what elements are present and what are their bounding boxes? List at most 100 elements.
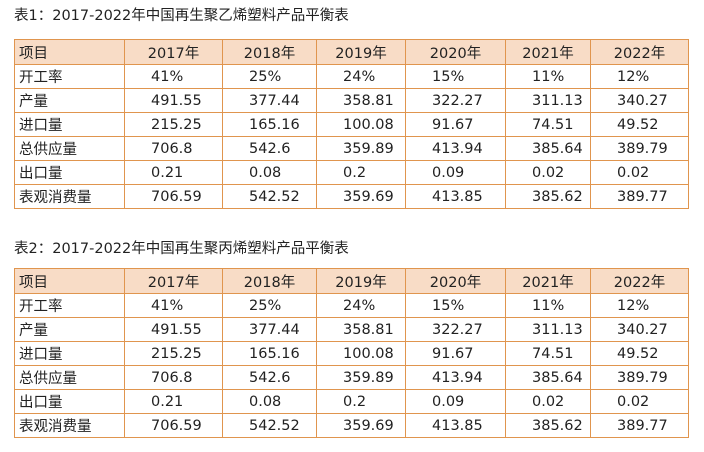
- value-cell: 12%: [590, 293, 689, 318]
- value-cell: 542.52: [222, 413, 317, 438]
- value-cell: 74.51: [505, 112, 591, 137]
- value-cell: 385.64: [505, 365, 591, 390]
- row-label-cell: 产量: [14, 317, 125, 342]
- table-row: 出口量 0.21 0.08 0.2 0.09 0.02 0.02: [14, 389, 689, 414]
- value-cell: 41%: [124, 293, 223, 318]
- value-cell: 24%: [316, 293, 406, 318]
- row-label-cell: 表观消费量: [14, 413, 125, 438]
- table-header-row: 项目 2017年 2018年 2019年 2020年 2021年 2022年: [14, 39, 689, 65]
- value-cell: 41%: [124, 64, 223, 89]
- value-cell: 340.27: [590, 317, 689, 342]
- value-cell: 100.08: [316, 112, 406, 137]
- value-cell: 100.08: [316, 341, 406, 366]
- value-cell: 0.21: [124, 389, 223, 414]
- value-cell: 165.16: [222, 341, 317, 366]
- value-cell: 340.27: [590, 88, 689, 113]
- value-cell: 215.25: [124, 112, 223, 137]
- value-cell: 12%: [590, 64, 689, 89]
- row-label-cell: 进口量: [14, 112, 125, 137]
- table-1: 项目 2017年 2018年 2019年 2020年 2021年 2022年 开…: [14, 39, 689, 209]
- value-cell: 49.52: [590, 112, 689, 137]
- value-cell: 0.2: [316, 389, 406, 414]
- value-cell: 359.89: [316, 365, 406, 390]
- value-cell: 706.8: [124, 136, 223, 161]
- table-row: 进口量 215.25 165.16 100.08 91.67 74.51 49.52: [14, 112, 689, 137]
- header-cell-year: 2021年: [505, 39, 591, 65]
- value-cell: 311.13: [505, 88, 591, 113]
- value-cell: 25%: [222, 64, 317, 89]
- value-cell: 311.13: [505, 317, 591, 342]
- header-cell-year: 2019年: [316, 39, 406, 65]
- table-row: 进口量 215.25 165.16 100.08 91.67 74.51 49.52: [14, 341, 689, 366]
- value-cell: 165.16: [222, 112, 317, 137]
- value-cell: 0.02: [590, 389, 689, 414]
- row-label-cell: 开工率: [14, 64, 125, 89]
- value-cell: 15%: [405, 64, 506, 89]
- table-row: 总供应量 706.8 542.6 359.89 413.94 385.64 389.79: [14, 136, 689, 161]
- header-cell-year: 2017年: [124, 39, 223, 65]
- value-cell: 0.09: [405, 389, 506, 414]
- header-cell-year: 2022年: [590, 268, 689, 294]
- header-cell-year: 2019年: [316, 268, 406, 294]
- value-cell: 15%: [405, 293, 506, 318]
- table-row: 表观消费量 706.59 542.52 359.69 413.85 385.62 389.7…: [14, 184, 689, 209]
- value-cell: 706.59: [124, 184, 223, 209]
- table-row: 总供应量 706.8 542.6 359.89 413.94 385.64 389.79: [14, 365, 689, 390]
- value-cell: 0.2: [316, 160, 406, 185]
- value-cell: 389.77: [590, 413, 689, 438]
- value-cell: 377.44: [222, 317, 317, 342]
- table-row: 出口量 0.21 0.08 0.2 0.09 0.02 0.02: [14, 160, 689, 185]
- value-cell: 377.44: [222, 88, 317, 113]
- table-row: 表观消费量 706.59 542.52 359.69 413.85 385.62 389.7…: [14, 413, 689, 438]
- value-cell: 215.25: [124, 341, 223, 366]
- row-label-cell: 开工率: [14, 293, 125, 318]
- row-label-cell: 总供应量: [14, 136, 125, 161]
- table-row: 开工率 41% 25% 24% 15% 11% 12%: [14, 64, 689, 89]
- value-cell: 11%: [505, 64, 591, 89]
- value-cell: 413.85: [405, 413, 506, 438]
- header-cell-year: 2022年: [590, 39, 689, 65]
- row-label-cell: 表观消费量: [14, 184, 125, 209]
- value-cell: 49.52: [590, 341, 689, 366]
- value-cell: 0.02: [505, 160, 591, 185]
- value-cell: 74.51: [505, 341, 591, 366]
- header-cell-year: 2017年: [124, 268, 223, 294]
- header-cell-year: 2018年: [222, 39, 317, 65]
- row-label-cell: 总供应量: [14, 365, 125, 390]
- table-2: 项目 2017年 2018年 2019年 2020年 2021年 2022年 开…: [14, 268, 689, 438]
- value-cell: 542.6: [222, 365, 317, 390]
- value-cell: 0.09: [405, 160, 506, 185]
- table-header-row: 项目 2017年 2018年 2019年 2020年 2021年 2022年: [14, 268, 689, 294]
- header-cell-item: 项目: [14, 39, 125, 65]
- table-row: 产量 491.55 377.44 358.81 322.27 311.13 340.27: [14, 88, 689, 113]
- value-cell: 385.62: [505, 413, 591, 438]
- header-cell-item: 项目: [14, 268, 125, 294]
- table-row: 产量 491.55 377.44 358.81 322.27 311.13 340.27: [14, 317, 689, 342]
- value-cell: 359.69: [316, 413, 406, 438]
- value-cell: 491.55: [124, 317, 223, 342]
- table-1-caption: 表1：2017-2022年中国再生聚乙烯塑料产品平衡表: [14, 8, 349, 24]
- value-cell: 542.52: [222, 184, 317, 209]
- value-cell: 358.81: [316, 317, 406, 342]
- value-cell: 24%: [316, 64, 406, 89]
- value-cell: 0.08: [222, 389, 317, 414]
- value-cell: 91.67: [405, 341, 506, 366]
- table-2-caption: 表2：2017-2022年中国再生聚丙烯塑料产品平衡表: [14, 241, 349, 257]
- value-cell: 706.59: [124, 413, 223, 438]
- value-cell: 389.79: [590, 365, 689, 390]
- value-cell: 385.64: [505, 136, 591, 161]
- row-label-cell: 产量: [14, 88, 125, 113]
- row-label-cell: 出口量: [14, 160, 125, 185]
- table-row: 开工率 41% 25% 24% 15% 11% 12%: [14, 293, 689, 318]
- value-cell: 413.94: [405, 365, 506, 390]
- value-cell: 322.27: [405, 88, 506, 113]
- value-cell: 322.27: [405, 317, 506, 342]
- header-cell-year: 2020年: [405, 268, 506, 294]
- value-cell: 706.8: [124, 365, 223, 390]
- value-cell: 491.55: [124, 88, 223, 113]
- value-cell: 91.67: [405, 112, 506, 137]
- header-cell-year: 2021年: [505, 268, 591, 294]
- value-cell: 11%: [505, 293, 591, 318]
- value-cell: 389.77: [590, 184, 689, 209]
- header-cell-year: 2020年: [405, 39, 506, 65]
